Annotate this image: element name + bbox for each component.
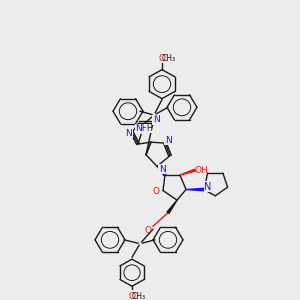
Polygon shape <box>186 188 204 191</box>
Text: •: • <box>151 110 157 120</box>
Text: O: O <box>158 53 166 62</box>
Text: O: O <box>145 226 152 235</box>
Text: •: • <box>137 239 143 249</box>
Polygon shape <box>180 169 195 175</box>
Text: O: O <box>128 292 136 300</box>
Text: OH: OH <box>194 166 208 175</box>
Polygon shape <box>167 200 177 213</box>
Text: O: O <box>152 187 160 196</box>
Text: N: N <box>165 136 171 145</box>
Text: N: N <box>153 116 159 124</box>
Text: N: N <box>159 165 165 174</box>
Text: CH₃: CH₃ <box>132 292 146 300</box>
Polygon shape <box>157 166 166 176</box>
Text: NH: NH <box>135 124 149 133</box>
Text: H: H <box>146 124 152 133</box>
Text: N: N <box>126 129 132 138</box>
Text: CH₃: CH₃ <box>162 53 176 62</box>
Text: N: N <box>204 182 212 192</box>
